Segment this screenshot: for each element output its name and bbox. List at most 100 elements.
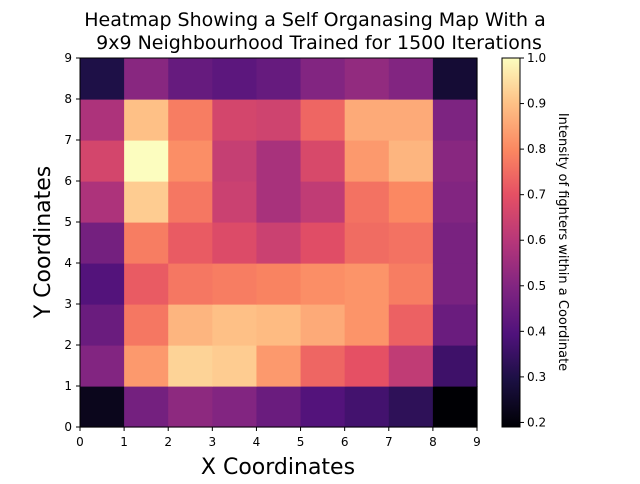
heatmap-cell	[300, 222, 346, 264]
x-tick-label: 2	[164, 435, 172, 449]
heatmap-cell	[124, 345, 169, 387]
heatmap-cell	[256, 386, 302, 428]
heatmap-cell	[256, 222, 302, 264]
colorbar-tick-label: 0.7	[527, 188, 546, 202]
heatmap-cell	[212, 386, 258, 428]
y-tick-label: 2	[64, 338, 72, 352]
heatmap-cell	[168, 99, 213, 141]
heatmap-cell	[256, 140, 302, 182]
heatmap-cell	[256, 58, 302, 100]
heatmap-cell	[256, 304, 302, 346]
heatmap-cell	[80, 181, 125, 223]
x-tick-label: 5	[297, 435, 305, 449]
heatmap-cell	[300, 140, 346, 182]
heatmap-cell	[212, 58, 258, 100]
x-tick-label: 7	[385, 435, 393, 449]
x-tick-label: 0	[76, 435, 84, 449]
heatmap-cells	[80, 58, 478, 428]
heatmap-cell	[124, 304, 169, 346]
heatmap-cell	[212, 222, 258, 264]
chart-title-line-1: Heatmap Showing a Self Organasing Map Wi…	[84, 9, 546, 31]
heatmap-cell	[80, 386, 125, 428]
heatmap-cell	[344, 263, 390, 305]
heatmap-cell	[124, 140, 169, 182]
plot-frame	[79, 57, 478, 428]
colorbar-frame	[501, 57, 521, 428]
heatmap-cell	[212, 345, 258, 387]
y-tick-label: 3	[64, 297, 72, 311]
y-tick-label: 1	[64, 379, 72, 393]
heatmap-cell	[256, 181, 302, 223]
y-tick-label: 5	[64, 215, 72, 229]
heatmap-cell	[344, 345, 390, 387]
y-tick-label: 6	[64, 174, 72, 188]
heatmap-cell	[388, 140, 434, 182]
x-tick-label: 6	[341, 435, 349, 449]
heatmap-cell	[80, 99, 125, 141]
heatmap-cell	[388, 58, 434, 100]
heatmap-cell	[300, 386, 346, 428]
y-tick-label: 8	[64, 92, 72, 106]
y-tick-label: 4	[64, 256, 72, 270]
heatmap-cell	[344, 304, 390, 346]
heatmap-cell	[256, 99, 302, 141]
heatmap-cell	[300, 58, 346, 100]
heatmap-cell	[168, 386, 213, 428]
heatmap-cell	[432, 181, 478, 223]
heatmap-cell	[168, 304, 213, 346]
heatmap-cell	[256, 345, 302, 387]
heatmap-cell	[344, 181, 390, 223]
heatmap-cell	[124, 181, 169, 223]
x-tick-label: 3	[209, 435, 217, 449]
x-tick-label: 4	[253, 435, 261, 449]
chart-title-line-2: 9x9 Neighbourhood Trained for 1500 Itera…	[96, 32, 542, 54]
heatmap-cell	[432, 304, 478, 346]
heatmap-cell	[388, 345, 434, 387]
heatmap-cell	[80, 304, 125, 346]
heatmap-cell	[124, 222, 169, 264]
heatmap-cell	[212, 181, 258, 223]
heatmap-cell	[80, 222, 125, 264]
colorbar-tick-label: 0.6	[527, 233, 546, 247]
heatmap-cell	[124, 386, 169, 428]
heatmap-cell	[80, 345, 125, 387]
colorbar-tick-label: 1.0	[527, 51, 546, 65]
x-axis-label: X Coordinates	[201, 455, 355, 480]
x-tick-label: 8	[429, 435, 437, 449]
heatmap-cell	[344, 99, 390, 141]
y-tick-label: 9	[64, 51, 72, 65]
colorbar-tick-label: 0.3	[527, 370, 546, 384]
heatmap-cell	[344, 386, 390, 428]
heatmap-cell	[168, 58, 213, 100]
heatmap-cell	[168, 140, 213, 182]
heatmap-cell	[80, 263, 125, 305]
x-axis-ticks: 0 1 2 3 4 5 6 7 8 9	[76, 427, 481, 449]
heatmap-cell	[432, 99, 478, 141]
heatmap-cell	[388, 99, 434, 141]
heatmap-cell	[300, 181, 346, 223]
heatmap-cell	[388, 181, 434, 223]
colorbar-ticks: 0.2 0.3 0.4 0.5 0.6 0.7 0.8 0.9 1.0	[520, 51, 546, 429]
heatmap-cell	[168, 263, 213, 305]
heatmap-cell	[212, 99, 258, 141]
y-axis-ticks: 0 1 2 3 4 5 6 7 8 9	[64, 51, 80, 434]
heatmap-cell	[168, 222, 213, 264]
heatmap-cell	[388, 386, 434, 428]
heatmap-cell	[432, 263, 478, 305]
heatmap-cell	[124, 99, 169, 141]
heatmap-cell	[80, 58, 125, 100]
heatmap-cell	[168, 181, 213, 223]
heatmap-cell	[80, 140, 125, 182]
colorbar-tick-label: 0.2	[527, 415, 546, 429]
colorbar-label: Intensity of fighters within a Coordinat…	[555, 113, 570, 371]
heatmap-cell	[432, 222, 478, 264]
heatmap-cell	[300, 345, 346, 387]
y-axis-label: Y Coordinates	[31, 166, 56, 320]
heatmap-cell	[300, 263, 346, 305]
heatmap-cell	[300, 99, 346, 141]
x-tick-label: 1	[120, 435, 128, 449]
heatmap-cell	[388, 304, 434, 346]
colorbar-tick-label: 0.8	[527, 142, 546, 156]
